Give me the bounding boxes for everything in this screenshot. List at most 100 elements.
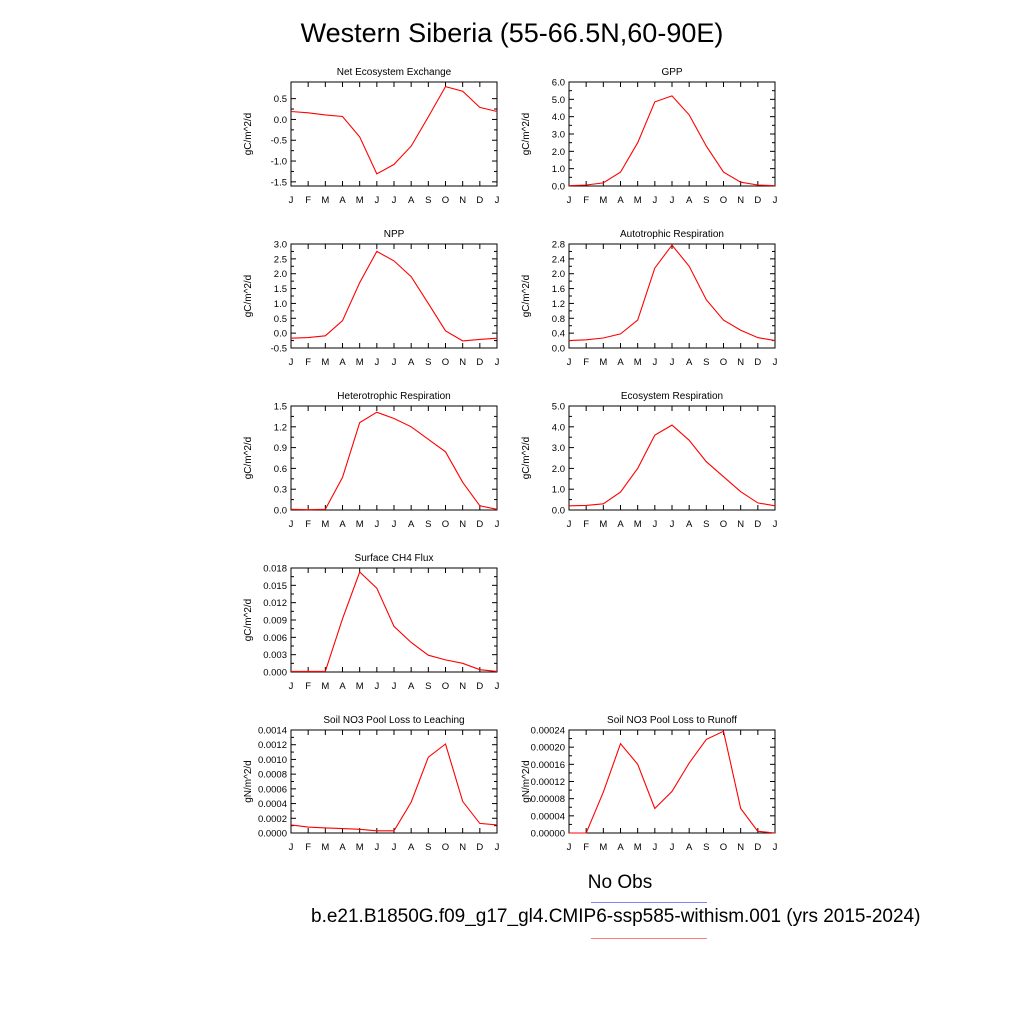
y-tick-label: 1.0 [274,299,287,310]
y-tick-label: 0.3 [274,485,287,496]
chart-panel: Soil NO3 Pool Loss to Leaching 0.0000 0.00… [243,715,500,853]
x-tick-label: N [737,195,744,206]
y-tick-label: 0.8 [552,314,565,325]
x-tick-label: A [339,681,346,692]
y-axis-label: gC/m^2/d [521,437,532,480]
x-tick-label: O [720,519,727,530]
chart-panel: Soil NO3 Pool Loss to Runoff 0.00000 0.000… [521,715,778,853]
x-tick-label: A [339,195,346,206]
x-tick-label: N [459,681,466,692]
chart-title: Surface CH4 Flux [355,553,434,564]
x-tick-label: M [634,195,642,206]
x-tick-label: O [720,357,727,368]
plot-frame [568,243,776,349]
y-axis-label: gN/m^2/d [243,760,254,803]
y-tick-label: 2.0 [274,269,287,280]
y-tick-label: -1.0 [271,157,287,168]
y-tick-label: 5.0 [552,95,565,106]
y-tick-label: 0.6 [274,464,287,475]
y-tick-label: 0.000 [263,668,287,679]
y-tick-label: 0.00012 [531,777,565,788]
y-tick-label: 6.0 [552,78,565,89]
series-line [568,244,776,342]
x-tick-label: J [495,842,500,853]
plot-frame [290,405,498,511]
x-tick-label: A [686,195,693,206]
series-line [568,424,776,507]
x-tick-label: D [754,357,761,368]
y-tick-label: 2.0 [552,464,565,475]
y-tick-label: 0.0010 [258,755,287,766]
series-line [569,730,776,834]
x-tick-label: J [652,195,657,206]
x-tick-label: D [476,357,483,368]
x-tick-label: J [773,357,778,368]
x-tick-label: A [686,842,693,853]
y-tick-label: 4.0 [552,422,565,433]
y-tick-label: 0.00008 [531,794,565,805]
x-tick-label: A [686,519,693,530]
y-tick-label: 0.00016 [531,760,565,771]
x-tick-label: N [737,357,744,368]
y-axis-label: gC/m^2/d [521,113,532,156]
x-tick-label: A [617,357,624,368]
y-axis-label: gC/m^2/d [243,113,254,156]
x-tick-label: M [634,842,642,853]
y-tick-label: 3.0 [274,240,287,251]
x-tick-label: J [652,842,657,853]
y-tick-label: 0.0014 [258,726,287,737]
x-tick-label: M [356,195,364,206]
x-tick-label: M [599,357,607,368]
y-axis-label: gC/m^2/d [243,599,254,642]
legend-model-label: b.e21.B1850G.f09_g17_gl4.CMIP6-ssp585-wi… [311,906,921,927]
x-tick-label: J [289,519,294,530]
legend-obs-label: No Obs [587,872,653,893]
x-tick-label: S [425,519,431,530]
x-tick-label: M [321,195,329,206]
y-tick-label: 2.0 [552,147,565,158]
x-tick-label: O [442,357,449,368]
x-tick-label: F [305,681,311,692]
x-tick-label: J [374,681,379,692]
y-tick-label: 0.00024 [531,726,565,737]
plot-frame [568,729,776,834]
x-tick-label: F [305,357,311,368]
x-tick-label: D [476,519,483,530]
x-tick-label: O [442,842,449,853]
chart-title: Net Ecosystem Exchange [337,67,452,78]
x-tick-label: J [495,681,500,692]
x-tick-label: J [289,681,294,692]
x-tick-label: A [339,842,346,853]
x-tick-label: D [754,195,761,206]
y-axis-label: gC/m^2/d [243,437,254,480]
y-tick-label: 0.00004 [531,811,565,822]
y-tick-label: 1.0 [552,164,565,175]
x-tick-label: J [495,519,500,530]
legend-obs-line [591,902,707,903]
x-tick-label: J [289,357,294,368]
x-tick-label: A [408,842,415,853]
x-tick-label: J [773,519,778,530]
y-axis-label: gC/m^2/d [521,275,532,318]
x-tick-label: S [425,195,431,206]
x-tick-label: S [425,842,431,853]
x-tick-label: O [442,681,449,692]
y-tick-label: -0.5 [271,136,287,147]
x-tick-label: J [374,195,379,206]
x-tick-label: A [408,681,415,692]
chart-panel: Ecosystem Respiration 0.0 1.0 2.0 3.0 4.0 5.0 J… [521,391,778,530]
plot-frame [290,81,498,187]
x-tick-label: J [495,195,500,206]
y-tick-label: 0.0006 [258,784,287,795]
x-tick-label: F [305,519,311,530]
y-tick-label: 0.003 [263,650,287,661]
y-tick-label: 0.0000 [258,829,287,840]
x-tick-label: A [686,357,693,368]
series-line [290,250,498,342]
page-title: Western Siberia (55-66.5N,60-90E) [300,18,724,48]
y-tick-label: 0.0 [274,115,287,126]
y-tick-label: 2.5 [274,254,287,265]
x-tick-label: J [392,519,397,530]
